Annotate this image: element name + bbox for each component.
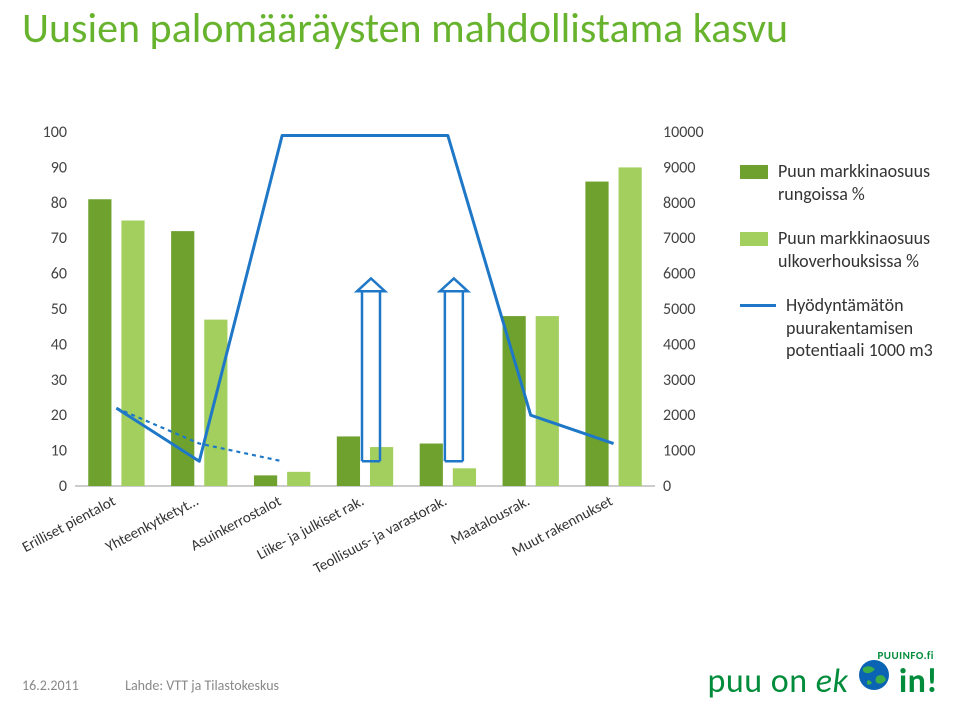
globe-icon [857, 658, 891, 692]
svg-text:Teollisuus- ja varastorak.: Teollisuus- ja varastorak. [311, 493, 450, 579]
svg-text:1000: 1000 [663, 442, 695, 461]
svg-text:90: 90 [51, 158, 67, 177]
logo-text-3: in! [899, 661, 938, 702]
svg-text:30: 30 [51, 371, 67, 390]
legend-label: Hyödyntämätön puurakentamisen potentiaal… [786, 294, 940, 362]
svg-text:Erilliset pientalot: Erilliset pientalot [19, 493, 118, 557]
legend-label: Puun markkinaosuus ulkoverhouksissa % [778, 227, 940, 272]
svg-text:2000: 2000 [663, 406, 695, 425]
footer-date: 16.2.2011 [22, 677, 79, 694]
legend-swatch-icon [740, 165, 768, 179]
svg-text:3000: 3000 [663, 371, 695, 390]
svg-text:100: 100 [43, 123, 67, 142]
svg-text:20: 20 [51, 406, 67, 425]
svg-text:5000: 5000 [663, 300, 695, 319]
legend-swatch-icon [740, 232, 768, 246]
svg-text:9000: 9000 [663, 158, 695, 177]
logo-text-1: puu on [707, 661, 815, 702]
svg-text:10000: 10000 [663, 123, 704, 142]
svg-text:6000: 6000 [663, 265, 695, 284]
svg-text:4000: 4000 [663, 335, 695, 354]
footer-source: Lahde: VTT ja Tilastokeskus [125, 677, 279, 694]
svg-text:Yhteenkytketyt…: Yhteenkytketyt… [103, 493, 202, 557]
svg-text:8000: 8000 [663, 194, 695, 213]
legend-item: Puun markkinaosuus rungoissa % [740, 160, 940, 205]
svg-text:40: 40 [51, 335, 67, 354]
combo-chart: 0102030405060708090100010002000300040005… [20, 126, 720, 596]
legend: Puun markkinaosuus rungoissa % Puun markk… [740, 160, 940, 384]
svg-text:10: 10 [51, 442, 67, 461]
legend-item: Puun markkinaosuus ulkoverhouksissa % [740, 227, 940, 272]
legend-line-icon [740, 304, 776, 307]
svg-text:7000: 7000 [663, 229, 695, 248]
svg-text:70: 70 [51, 229, 67, 248]
svg-text:0: 0 [59, 477, 67, 496]
logo-text-2: ek [816, 661, 849, 702]
footer: 16.2.2011 Lahde: VTT ja Tilastokeskus [22, 677, 279, 694]
slide-title: Uusien palomääräysten mahdollistama kasv… [22, 6, 788, 52]
legend-label: Puun markkinaosuus rungoissa % [778, 160, 940, 205]
legend-item: Hyödyntämätön puurakentamisen potentiaal… [740, 294, 940, 362]
svg-text:60: 60 [51, 265, 67, 284]
logo: puu on ek in! [707, 658, 938, 702]
svg-text:50: 50 [51, 300, 67, 319]
svg-text:0: 0 [663, 477, 671, 496]
svg-text:80: 80 [51, 194, 67, 213]
